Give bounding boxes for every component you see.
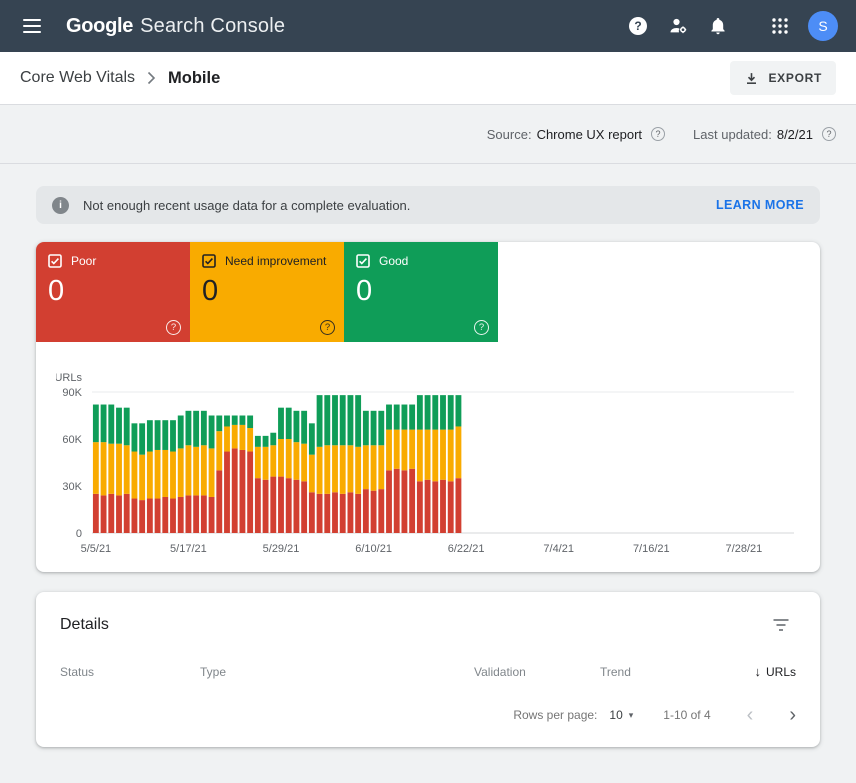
tile-help-icon[interactable]: ? <box>474 320 489 335</box>
dropdown-caret-icon: ▾ <box>628 709 634 720</box>
avatar-initial: S <box>818 18 828 34</box>
status-tile[interactable]: Poor 0 ? <box>36 242 190 342</box>
learn-more-link[interactable]: LEARN MORE <box>715 198 804 212</box>
tile-value: 0 <box>356 275 373 307</box>
svg-text:5/17/21: 5/17/21 <box>170 543 207 555</box>
previous-page-button[interactable]: ‹ <box>746 704 754 726</box>
source-help-icon[interactable]: ? <box>651 127 666 141</box>
tile-help-icon[interactable]: ? <box>320 320 335 335</box>
details-title: Details <box>60 616 109 633</box>
google-apps-button[interactable] <box>760 6 800 46</box>
details-header: Details <box>36 592 820 656</box>
status-tile[interactable]: Need improvement 0 ? <box>190 242 344 342</box>
chevron-right-icon <box>147 71 156 85</box>
column-trend: Trend <box>600 664 631 679</box>
hamburger-icon <box>23 19 41 33</box>
info-banner: i Not enough recent usage data for a com… <box>36 186 820 224</box>
apps-grid-icon <box>772 18 788 34</box>
svg-text:6/10/21: 6/10/21 <box>355 543 392 555</box>
download-icon <box>747 72 757 84</box>
checked-checkbox-icon <box>356 254 370 268</box>
filter-button[interactable] <box>766 612 796 638</box>
export-button[interactable]: EXPORT <box>730 61 836 95</box>
svg-text:90K: 90K <box>62 387 82 399</box>
app-bar-actions: ? S <box>618 6 844 46</box>
svg-text:5/5/21: 5/5/21 <box>81 543 112 555</box>
export-label: EXPORT <box>768 71 822 85</box>
tile-label: Need improvement <box>225 254 327 268</box>
last-updated-info: Last updated: 8/2/21 ? <box>693 127 836 142</box>
source-label: Source: <box>486 126 532 142</box>
details-table-header: Status Type Validation Trend ↓ URLs <box>36 656 820 693</box>
source-info: Source: Chrome UX report ? <box>486 126 666 142</box>
svg-text:7/4/21: 7/4/21 <box>543 543 574 555</box>
svg-text:5/29/21: 5/29/21 <box>263 543 300 555</box>
checked-checkbox-icon <box>48 254 62 268</box>
logo-product-name: Search Console <box>140 14 286 37</box>
last-updated-value: 8/2/21 <box>776 126 813 142</box>
column-urls[interactable]: ↓ URLs <box>754 664 796 679</box>
tile-header: Poor <box>48 254 178 268</box>
notifications-button[interactable] <box>698 6 738 46</box>
last-updated-help-icon[interactable]: ? <box>822 127 836 141</box>
source-value: Chrome UX report <box>536 126 643 142</box>
details-card: Details Status Type Validation Trend ↓ U… <box>36 592 820 747</box>
tile-header: Good <box>356 254 486 268</box>
breadcrumb-bar: Core Web Vitals Mobile EXPORT <box>0 52 856 105</box>
help-button[interactable]: ? <box>618 6 658 46</box>
bell-icon <box>711 18 725 35</box>
svg-text:URLs: URLs <box>56 372 82 384</box>
svg-text:0: 0 <box>76 528 82 540</box>
breadcrumb-current-page: Mobile <box>168 68 221 87</box>
column-type: Type <box>200 664 227 679</box>
tile-value: 0 <box>48 275 65 307</box>
svg-text:30K: 30K <box>62 481 82 493</box>
help-icon: ? <box>629 17 647 35</box>
status-tile[interactable]: Good 0 ? <box>344 242 498 342</box>
account-avatar[interactable]: S <box>808 11 838 41</box>
pagination: Rows per page: 10 ▾ 1-10 of 4 ‹ › <box>36 693 820 747</box>
app-logo[interactable]: Google Search Console <box>66 15 285 38</box>
tile-label: Poor <box>71 254 97 268</box>
info-icon: i <box>52 196 69 214</box>
column-validation: Validation <box>474 664 526 679</box>
manage-accounts-icon <box>670 18 687 34</box>
pagination-range: 1-10 of 4 <box>663 708 711 722</box>
user-settings-button[interactable] <box>658 6 698 46</box>
svg-text:7/28/21: 7/28/21 <box>726 543 763 555</box>
menu-button[interactable] <box>12 6 52 46</box>
core-web-vitals-card: Poor 0 ? Need improvement 0 ? Good 0 <box>36 242 820 572</box>
tile-value: 0 <box>202 275 219 307</box>
banner-message: Not enough recent usage data for a compl… <box>83 197 411 213</box>
checked-checkbox-icon <box>202 254 216 268</box>
tile-help-icon[interactable]: ? <box>166 320 181 335</box>
logo-google: Google <box>66 14 134 37</box>
status-tiles: Poor 0 ? Need improvement 0 ? Good 0 <box>36 242 820 342</box>
rows-per-page-label: Rows per page: <box>513 708 598 722</box>
svg-text:6/22/21: 6/22/21 <box>448 543 485 555</box>
tile-label: Good <box>379 254 409 268</box>
filter-list-icon <box>773 619 789 631</box>
next-page-button[interactable]: › <box>789 704 796 726</box>
breadcrumb-section[interactable]: Core Web Vitals <box>20 69 136 86</box>
urls-trend-chart: URLs 0 30K 60K 90K 5/5/21 5/17/21 5/29/21 6/10/2… <box>36 342 820 572</box>
sort-descending-icon: ↓ <box>754 664 761 679</box>
app-bar: Google Search Console ? <box>0 0 856 52</box>
rows-per-page-value: 10 <box>609 708 623 722</box>
last-updated-label: Last updated: <box>693 126 772 142</box>
rows-per-page-select[interactable]: 10 ▾ <box>609 708 633 722</box>
column-urls-label: URLs <box>765 664 796 679</box>
report-meta-strip: Source: Chrome UX report ? Last updated:… <box>0 105 856 164</box>
cwv-chart-svg[interactable]: URLs 0 30K 60K 90K 5/5/21 5/17/21 5/29/21 6/10/2… <box>56 372 800 568</box>
column-status: Status <box>60 664 95 679</box>
svg-text:60K: 60K <box>62 434 82 446</box>
tile-header: Need improvement <box>202 254 332 268</box>
svg-text:7/16/21: 7/16/21 <box>633 543 670 555</box>
